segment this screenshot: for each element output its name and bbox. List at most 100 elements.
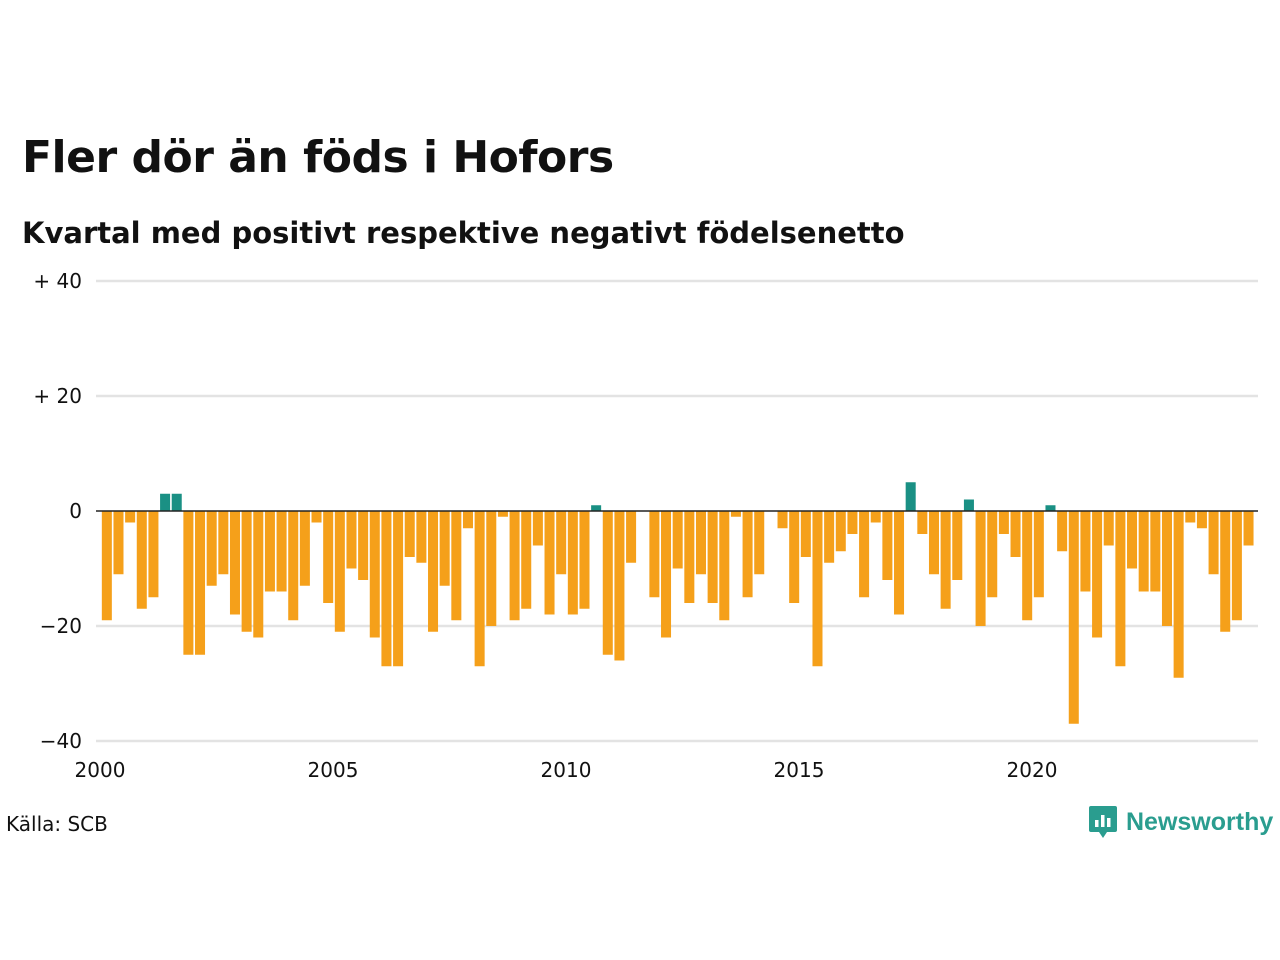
- bar: [509, 511, 520, 621]
- logo-text: Newsworthy: [1126, 807, 1274, 836]
- chart-subtitle: Kvartal med positivt respektive negativt…: [22, 216, 905, 250]
- bar: [1196, 511, 1207, 529]
- bar: [451, 511, 462, 621]
- bar: [428, 511, 439, 632]
- bar: [998, 511, 1009, 534]
- bar: [882, 511, 893, 580]
- bar: [661, 511, 672, 638]
- bar: [684, 511, 695, 603]
- bar: [1150, 511, 1161, 592]
- bar: [917, 511, 928, 534]
- bar: [1068, 511, 1079, 724]
- bar: [288, 511, 299, 621]
- bar: [311, 511, 322, 523]
- bar: [276, 511, 287, 592]
- bar: [905, 482, 916, 511]
- bar: [381, 511, 392, 667]
- bar: [1092, 511, 1103, 638]
- bar: [928, 511, 939, 575]
- bar: [369, 511, 380, 638]
- bar: [1045, 505, 1056, 511]
- x-tick-label: 2015: [774, 758, 825, 782]
- bar: [870, 511, 881, 523]
- bar: [183, 511, 194, 655]
- bar: [777, 511, 788, 529]
- bar: [299, 511, 310, 586]
- bar: [404, 511, 415, 557]
- bar: [160, 493, 171, 511]
- bar: [614, 511, 625, 661]
- x-tick-label: 2010: [541, 758, 592, 782]
- bar: [730, 511, 741, 517]
- y-tick-label: 0: [69, 499, 82, 523]
- bar: [1231, 511, 1242, 621]
- bar: [323, 511, 334, 603]
- bar: [1185, 511, 1196, 523]
- bar: [532, 511, 543, 546]
- bar: [1010, 511, 1021, 557]
- bar: [602, 511, 613, 655]
- bar: [101, 511, 112, 621]
- bar: [672, 511, 683, 569]
- bar: [1161, 511, 1172, 626]
- bar: [859, 511, 870, 598]
- bars: [101, 482, 1254, 724]
- bar: [963, 499, 974, 511]
- y-tick-label: + 40: [33, 269, 82, 293]
- bar: [975, 511, 986, 626]
- gridlines: [96, 279, 1258, 743]
- bar: [1103, 511, 1114, 546]
- bar: [1057, 511, 1068, 552]
- bar: [626, 511, 637, 563]
- bar: [253, 511, 264, 638]
- bar: [1243, 511, 1254, 546]
- bar: [894, 511, 905, 615]
- bar: [754, 511, 765, 575]
- bar: [591, 505, 602, 511]
- bar: [1080, 511, 1091, 592]
- bar: [987, 511, 998, 598]
- bar: [393, 511, 404, 667]
- bar: [695, 511, 706, 575]
- bar: [1033, 511, 1044, 598]
- y-tick-label: −20: [40, 614, 82, 638]
- bar: [1208, 511, 1219, 575]
- bar: [462, 511, 473, 529]
- bar: [206, 511, 217, 586]
- bar: [835, 511, 846, 552]
- bar: [1127, 511, 1138, 569]
- bar: [416, 511, 427, 563]
- bar: [940, 511, 951, 609]
- bar: [952, 511, 963, 580]
- bar: [136, 511, 147, 609]
- bar: [800, 511, 811, 557]
- bar: [1138, 511, 1149, 592]
- bar: [229, 511, 240, 615]
- bar: [474, 511, 485, 667]
- bar: [1022, 511, 1033, 621]
- bar: [789, 511, 800, 603]
- bar: [171, 493, 182, 511]
- x-axis-ticks: 2000 2005 2010 2015 2020: [75, 758, 1058, 782]
- bar: [649, 511, 660, 598]
- y-tick-label: −40: [40, 729, 82, 753]
- x-tick-label: 2005: [308, 758, 359, 782]
- bar: [264, 511, 275, 592]
- bar: [824, 511, 835, 563]
- bar: [719, 511, 730, 621]
- x-tick-label: 2020: [1007, 758, 1058, 782]
- newsworthy-logo-icon: [1089, 806, 1117, 838]
- bar: [334, 511, 345, 632]
- source-note: Källa: SCB: [6, 812, 108, 836]
- bar: [567, 511, 578, 615]
- bar: [439, 511, 450, 586]
- bar: [1173, 511, 1184, 678]
- newsworthy-logo: Newsworthy: [1088, 804, 1273, 840]
- bar: [113, 511, 124, 575]
- bar: [497, 511, 508, 517]
- bar: [486, 511, 497, 626]
- bar: [346, 511, 357, 569]
- bar: [148, 511, 159, 598]
- bar: [521, 511, 532, 609]
